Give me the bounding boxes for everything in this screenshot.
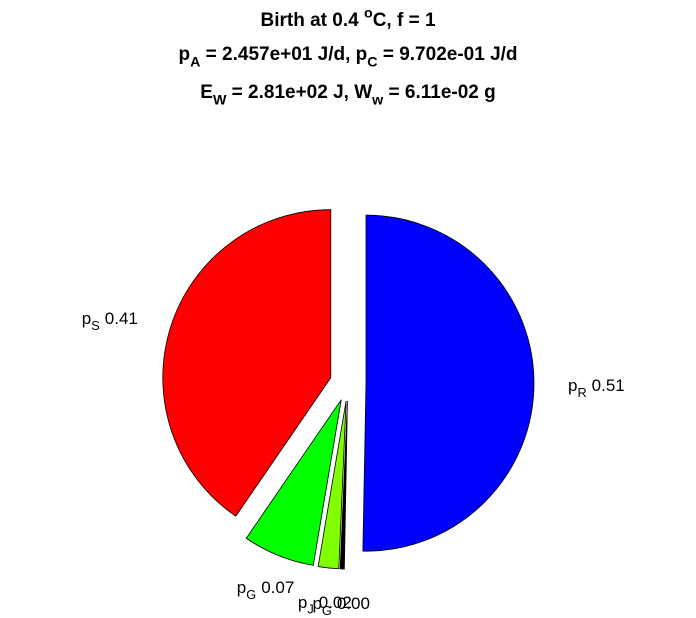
text-run: Birth at 0.4 xyxy=(260,10,363,31)
value-label: 0.41 xyxy=(105,309,138,328)
pie-slice xyxy=(339,400,348,570)
text-run: R xyxy=(577,385,586,400)
pie-slice xyxy=(162,209,332,517)
text-run: p xyxy=(298,593,307,612)
text-run: p xyxy=(178,44,190,65)
pie-slice xyxy=(362,214,535,552)
value-label: 0.02 xyxy=(319,593,352,612)
text-run: p xyxy=(237,578,246,597)
text-run: J xyxy=(307,602,313,617)
chart-title: Birth at 0.4 oC, f = 1 xyxy=(260,5,435,31)
slice-label: pJ 0.02 xyxy=(298,593,352,617)
slice-label: pR 0.51 xyxy=(568,376,625,400)
slice-label: pG 0.07 xyxy=(237,578,294,602)
text-run: = 2.81e+02 J, W xyxy=(226,82,372,103)
text-run: o xyxy=(364,5,373,21)
text-run: = 6.11e-02 g xyxy=(383,82,496,103)
pie-slice xyxy=(317,400,347,570)
text-run: E xyxy=(200,82,213,103)
text-run: w xyxy=(371,93,384,109)
chart-title: EW = 2.81e+02 J, Ww = 6.11e-02 g xyxy=(200,82,496,109)
value-label: 0.51 xyxy=(592,376,625,395)
text-run: C xyxy=(367,55,377,71)
value-label: 0.00 xyxy=(337,594,370,613)
text-run: = 2.457e+01 J/d, p xyxy=(200,44,367,65)
value-label: 0.07 xyxy=(261,578,294,597)
text-run: S xyxy=(91,318,100,333)
text-run: W xyxy=(213,93,227,109)
text-run: p xyxy=(82,309,91,328)
text-run: p xyxy=(312,594,321,613)
pie-slice xyxy=(245,399,342,566)
text-run: = 9.702e-01 J/d xyxy=(378,44,518,65)
text-run: G xyxy=(246,587,256,602)
slice-label: pS 0.41 xyxy=(82,309,138,333)
text-run: p xyxy=(568,376,577,395)
text-run: C, f = 1 xyxy=(373,10,436,31)
chart-title: pA = 2.457e+01 J/d, pC = 9.702e-01 J/d xyxy=(178,44,517,71)
text-run: G xyxy=(322,603,332,618)
slice-label: pG 0.00 xyxy=(312,594,369,618)
text-run: A xyxy=(190,55,200,71)
